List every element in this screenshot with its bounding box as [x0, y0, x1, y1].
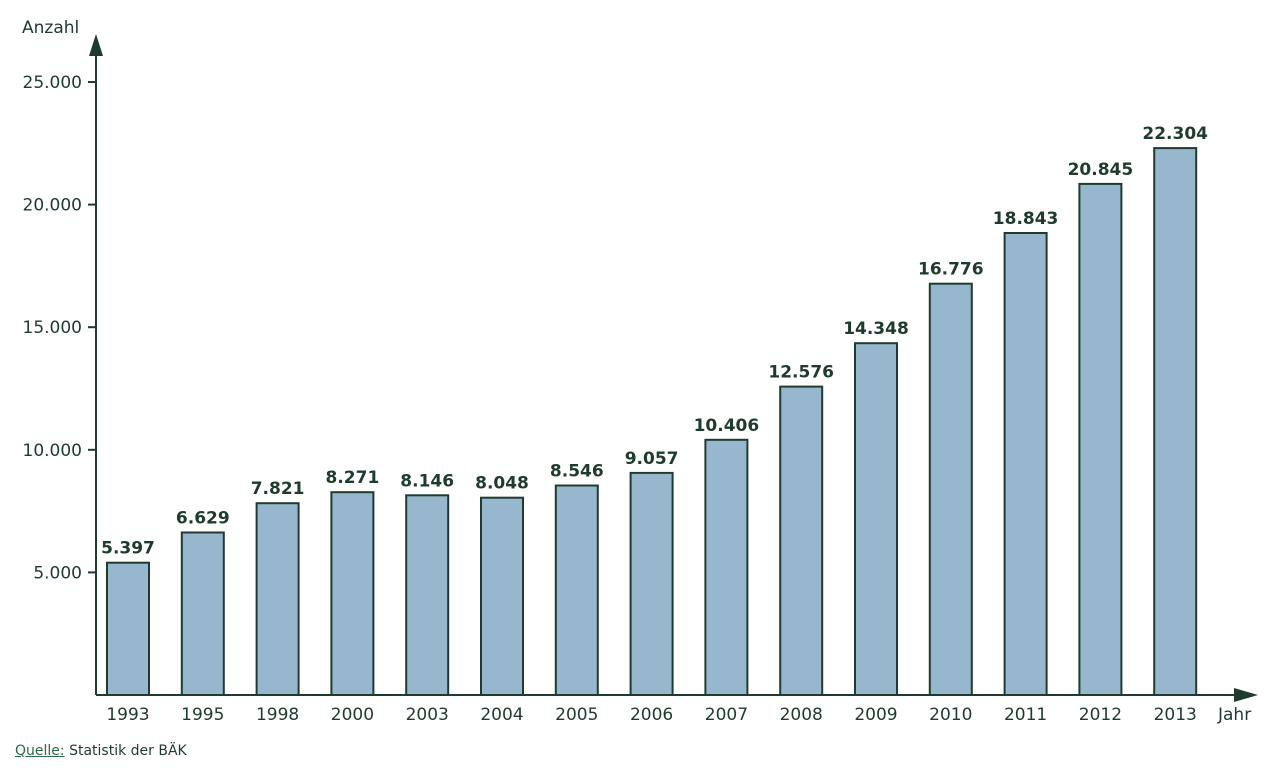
- bar-2007: [704, 438, 749, 696]
- bar-2004: [480, 496, 524, 697]
- value-label-2008: 12.576: [768, 363, 834, 383]
- value-label-1995: 6.629: [176, 509, 230, 529]
- value-label-2010: 16.776: [918, 260, 984, 280]
- y-axis-label: Anzahl: [22, 18, 79, 38]
- x-tick-label-2006: 2006: [630, 705, 673, 725]
- source-note: Quelle: Statistik der BÄK: [15, 743, 187, 759]
- bar-2003: [405, 494, 450, 696]
- bar-1998: [255, 502, 300, 697]
- x-tick-label-2012: 2012: [1079, 705, 1122, 725]
- x-tick-label-2010: 2010: [929, 705, 972, 725]
- x-axis-label: Jahr: [1217, 705, 1251, 725]
- value-label-2011: 18.843: [993, 209, 1059, 229]
- value-label-2005: 8.546: [550, 462, 604, 482]
- bar-2006: [629, 471, 674, 696]
- value-label-2003: 8.146: [400, 471, 454, 491]
- y-tick-label-15000: 15.000: [23, 318, 82, 338]
- x-tick-label-1995: 1995: [181, 705, 224, 725]
- value-label-2009: 14.348: [843, 319, 909, 339]
- bar-2011: [1003, 232, 1048, 696]
- value-label-2006: 9.057: [625, 449, 679, 469]
- bar-2012: [1078, 182, 1123, 696]
- value-label-1993: 5.397: [101, 539, 155, 559]
- x-tick-label-2007: 2007: [705, 705, 748, 725]
- bar-2005: [554, 484, 599, 696]
- y-tick-label-10000: 10.000: [23, 441, 82, 461]
- x-tick-label-2004: 2004: [480, 705, 523, 725]
- y-tick-label-20000: 20.000: [23, 196, 82, 216]
- x-tick-label-2013: 2013: [1154, 705, 1197, 725]
- x-tick-label-2000: 2000: [331, 705, 374, 725]
- value-labels-group: 5.397 6.629 7.821 8.271 8.146 8.048 8.546 9.057…: [101, 124, 1208, 559]
- source-label: Quelle:: [15, 743, 65, 759]
- x-axis-arrow: [1234, 688, 1258, 702]
- bar-2010: [928, 282, 973, 696]
- value-label-2012: 20.845: [1068, 160, 1134, 180]
- x-tick-label-2003: 2003: [406, 705, 449, 725]
- bar-1993: [106, 561, 150, 697]
- x-axis-ticks: 1993 1995 1998 2000 2003 2004 2005 2006 2007 2008…: [106, 705, 1196, 725]
- source-text: Statistik der BÄK: [69, 743, 187, 759]
- x-tick-label-1993: 1993: [106, 705, 149, 725]
- x-tick-label-2009: 2009: [854, 705, 897, 725]
- bars-group: [106, 147, 1198, 697]
- x-tick-label-1998: 1998: [256, 705, 299, 725]
- bar-1995: [180, 531, 225, 696]
- value-label-2013: 22.304: [1142, 124, 1208, 144]
- x-tick-label-2011: 2011: [1004, 705, 1047, 725]
- value-label-2000: 8.271: [326, 468, 380, 488]
- y-tick-label-25000: 25.000: [23, 73, 82, 93]
- value-label-2004: 8.048: [475, 474, 529, 494]
- value-label-1998: 7.821: [251, 479, 305, 499]
- bar-2000: [330, 491, 375, 697]
- y-axis-ticks: 5.000 10.000 15.000 20.000 25.000: [23, 73, 96, 583]
- bar-2009: [854, 342, 898, 696]
- y-tick-label-5000: 5.000: [33, 563, 82, 583]
- x-tick-label-2005: 2005: [555, 705, 598, 725]
- value-label-2007: 10.406: [694, 416, 760, 436]
- x-tick-label-2008: 2008: [780, 705, 823, 725]
- bar-2013: [1153, 147, 1198, 697]
- bar-2008: [779, 385, 824, 696]
- y-axis-arrow: [89, 34, 103, 56]
